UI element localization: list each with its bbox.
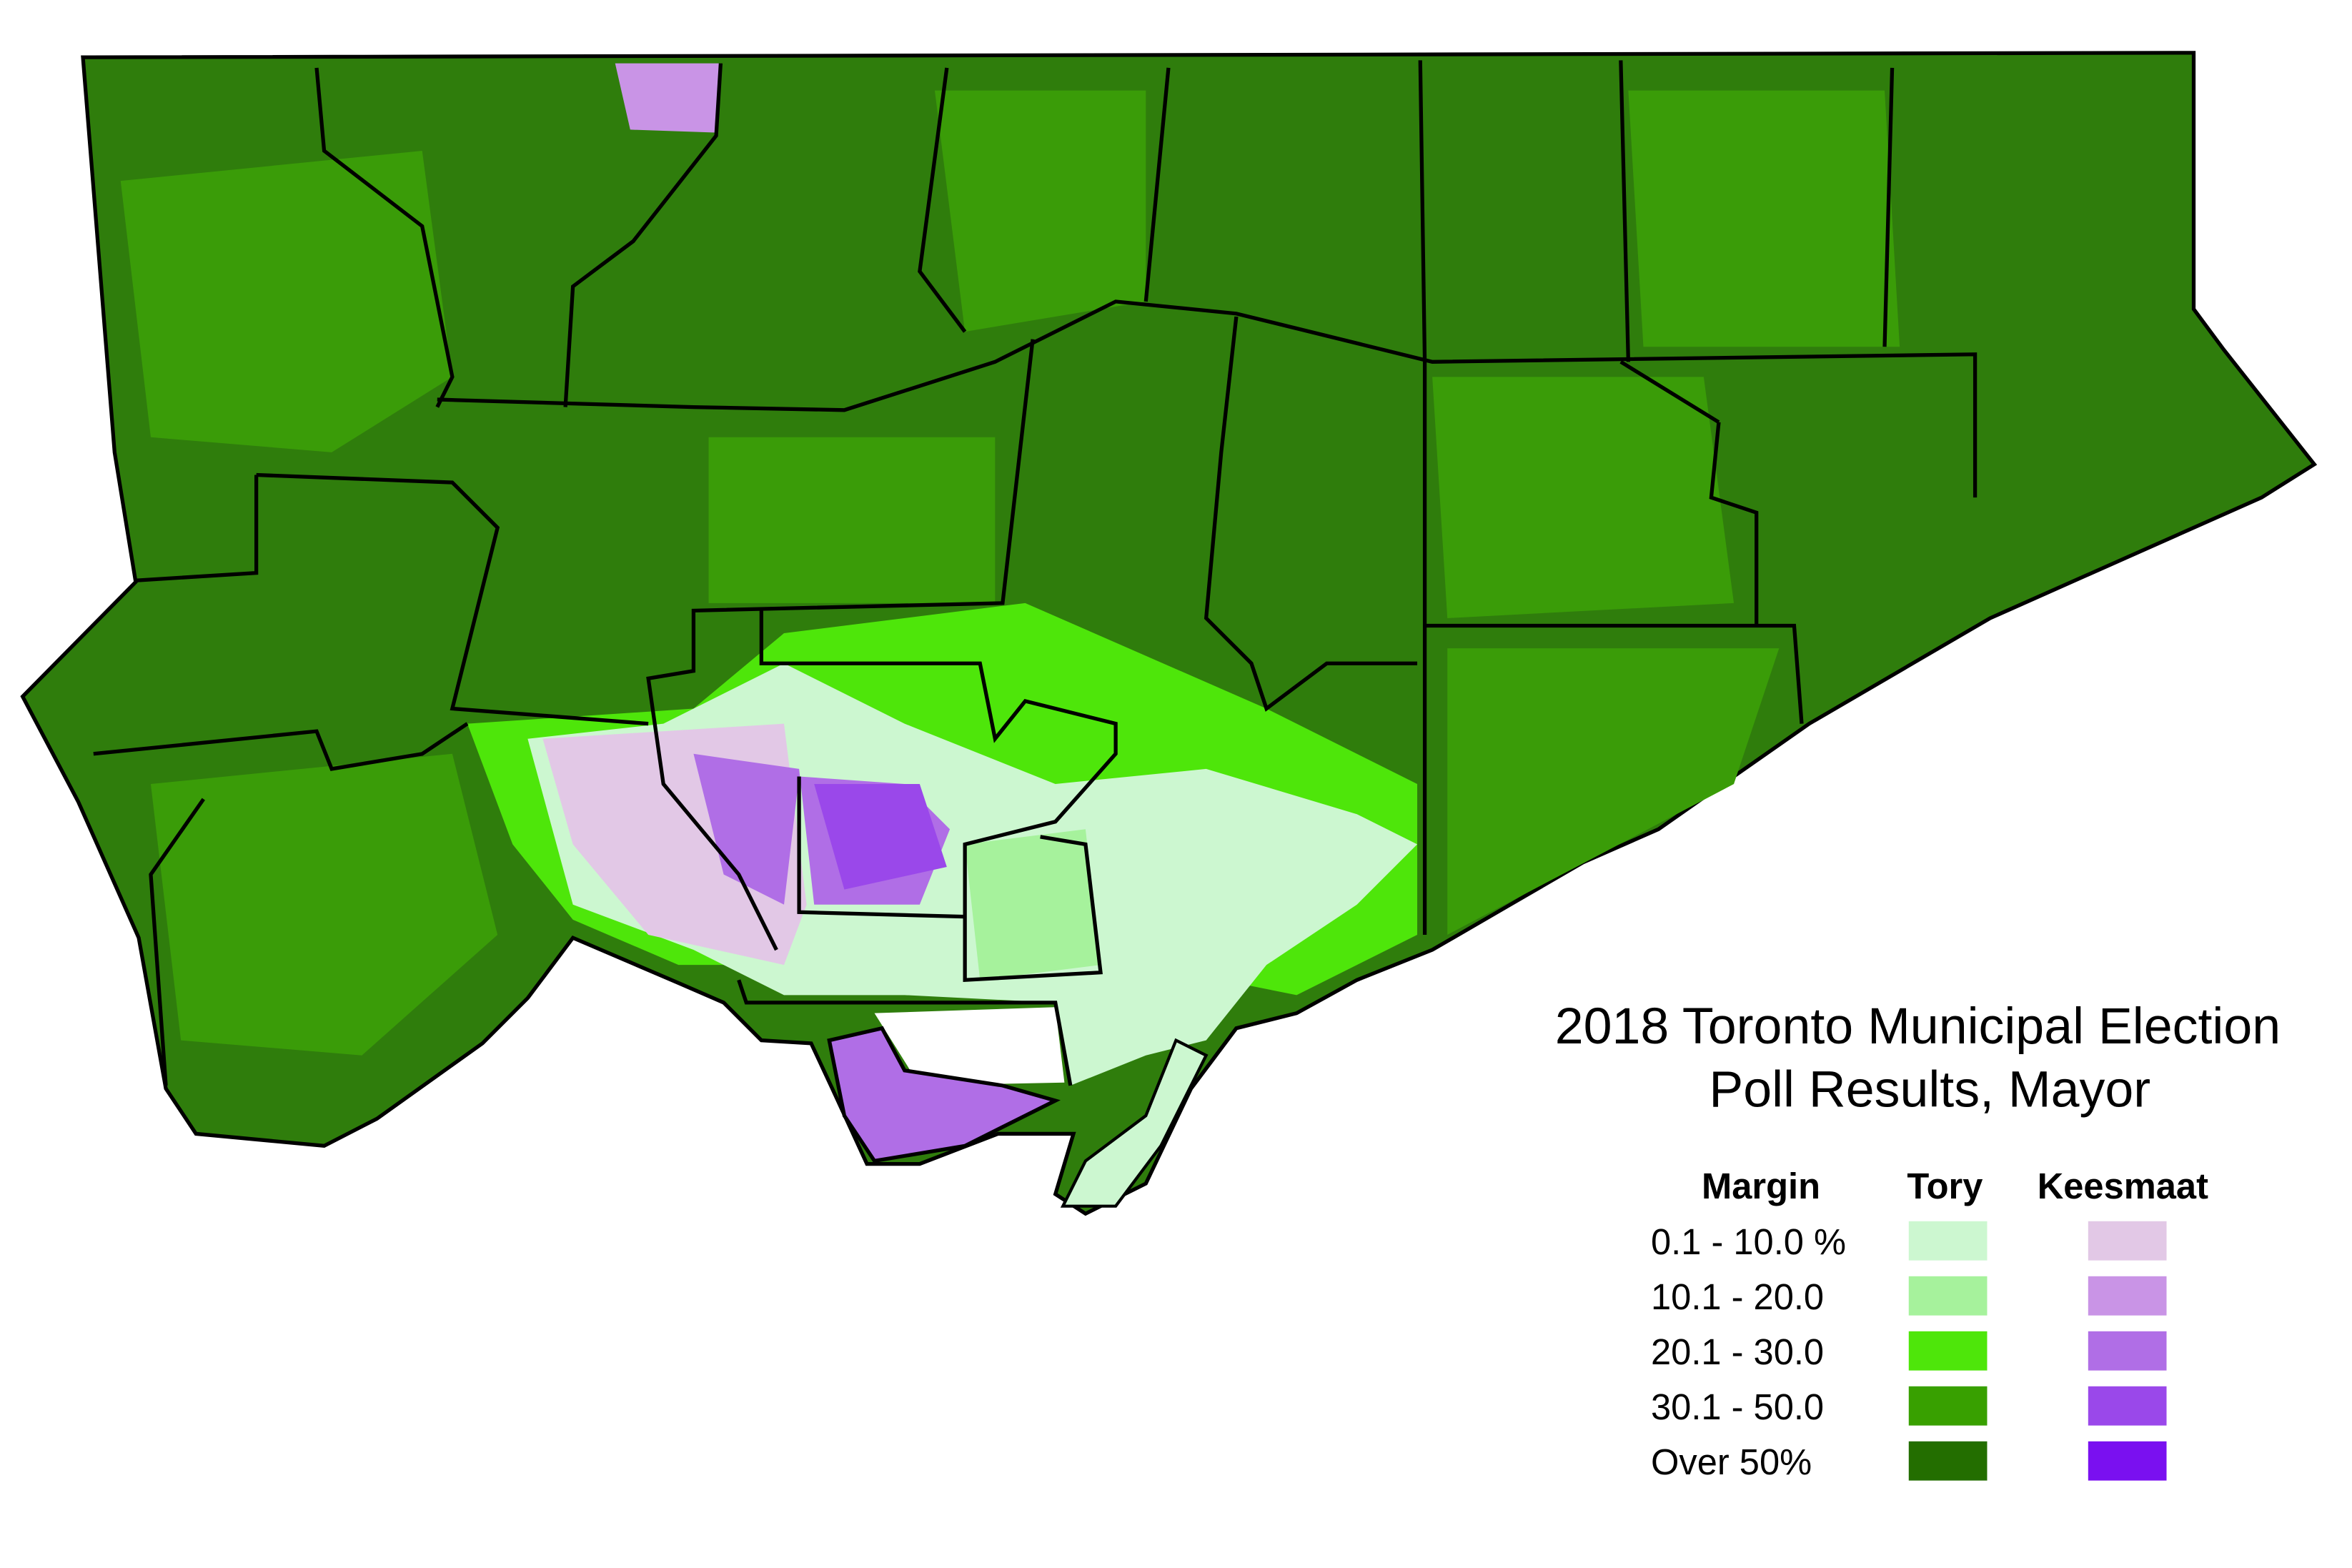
region bbox=[1447, 648, 1780, 935]
region bbox=[1628, 90, 1900, 347]
border bbox=[93, 722, 469, 771]
ward-borders bbox=[93, 60, 1978, 1086]
border bbox=[1424, 623, 1804, 724]
map-title: 2018 Toronto Municipal Election bbox=[1555, 998, 2281, 1055]
light-area bbox=[965, 829, 1101, 981]
white-area bbox=[874, 1007, 1065, 1086]
legend-header: Tory bbox=[1907, 1166, 1983, 1206]
border bbox=[149, 798, 205, 1086]
legend-label: 20.1 - 30.0 bbox=[1651, 1331, 1824, 1372]
border bbox=[797, 776, 966, 919]
legend-swatch bbox=[2088, 1331, 2167, 1371]
legend-header: Margin bbox=[1702, 1166, 1820, 1206]
region bbox=[1432, 377, 1735, 618]
legend-header: Keesmaat bbox=[2038, 1166, 2208, 1206]
city-map bbox=[20, 51, 2318, 1216]
border bbox=[759, 610, 1118, 983]
border bbox=[563, 63, 723, 407]
purple-dark bbox=[814, 784, 947, 890]
legend-label: 10.1 - 20.0 bbox=[1651, 1276, 1824, 1317]
border bbox=[1619, 60, 1631, 362]
legend-swatch bbox=[2088, 1221, 2167, 1261]
border bbox=[1619, 360, 1720, 424]
border bbox=[1204, 316, 1418, 712]
border bbox=[1709, 422, 1759, 626]
border bbox=[437, 299, 1978, 498]
legend-label: 0.1 - 10.0 % bbox=[1651, 1221, 1846, 1262]
border bbox=[1882, 67, 1895, 347]
legend: 2018 Toronto Municipal Election Poll Resu… bbox=[1555, 998, 2281, 1482]
legend-swatch bbox=[2088, 1386, 2167, 1426]
border bbox=[314, 67, 455, 408]
border bbox=[135, 475, 259, 582]
east-island bbox=[1060, 1038, 1209, 1208]
border bbox=[1143, 67, 1171, 302]
legend-swatch bbox=[1908, 1331, 1988, 1371]
north-purple bbox=[615, 63, 721, 133]
legend-swatch bbox=[1908, 1386, 1988, 1426]
region bbox=[934, 90, 1146, 332]
legend-label: Over 50% bbox=[1651, 1442, 1812, 1482]
border bbox=[1418, 60, 1427, 935]
legend-swatch bbox=[1908, 1441, 1988, 1481]
border bbox=[256, 472, 649, 726]
island-purple bbox=[827, 1026, 1061, 1163]
legend-label: 30.1 - 50.0 bbox=[1651, 1386, 1824, 1427]
region bbox=[120, 150, 452, 452]
lighter-areas bbox=[120, 90, 1900, 1056]
legend-swatch bbox=[1908, 1221, 1988, 1261]
border bbox=[918, 67, 967, 333]
legend-swatch bbox=[1908, 1276, 1988, 1316]
region bbox=[708, 437, 996, 603]
border bbox=[737, 979, 1073, 1086]
border bbox=[646, 339, 1035, 951]
legend-swatch bbox=[2088, 1441, 2167, 1481]
legend-swatch bbox=[2088, 1276, 2167, 1316]
map-title: Poll Results, Mayor bbox=[1709, 1061, 2150, 1118]
region bbox=[150, 753, 498, 1056]
